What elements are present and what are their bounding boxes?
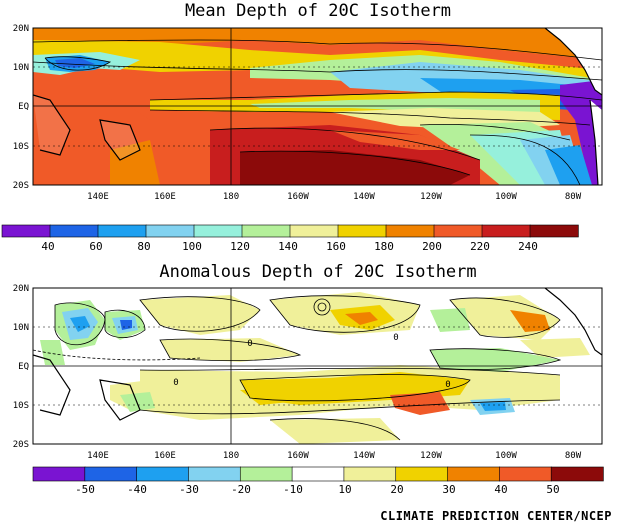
contour-zero-label: 0 <box>445 380 450 390</box>
contour-zero-label: 0 <box>247 339 252 349</box>
anom-colorbar-tick: -20 <box>231 483 251 496</box>
mean-colorbar-tick: 80 <box>137 240 150 253</box>
anom-lat-label: 20S <box>13 440 29 450</box>
mean-colorbar-tick: 140 <box>278 240 298 253</box>
anom-colorbar-swatch <box>291 466 345 482</box>
mean-colorbar-swatch <box>49 224 99 238</box>
anom-lon-label: 80W <box>565 451 582 461</box>
anom-colorbar <box>32 466 604 482</box>
anom-lat-label: 10N <box>13 323 29 333</box>
anom-lon-label: 120W <box>420 451 442 461</box>
mean-colorbar-swatch <box>241 224 291 238</box>
mean-map-frame <box>32 27 603 186</box>
mean-colorbar-swatch <box>337 224 387 238</box>
mean-colorbar-swatch <box>289 224 339 238</box>
anom-lat-label: 20N <box>13 284 29 294</box>
mean-colorbar-swatch <box>433 224 483 238</box>
mean-depth-map <box>33 28 602 185</box>
anom-colorbar-tick: 20 <box>390 483 403 496</box>
mean-colorbar-swatch <box>385 224 435 238</box>
mean-lon-label: 80W <box>565 192 582 202</box>
anom-colorbar-tick: -30 <box>179 483 199 496</box>
anom-colorbar-tick: -50 <box>75 483 95 496</box>
mean-colorbar-swatch <box>481 224 531 238</box>
anom-colorbar-swatch <box>84 466 138 482</box>
anom-colorbar-swatch <box>188 466 241 482</box>
anom-colorbar-tick: 30 <box>442 483 455 496</box>
anom-panel-title: Anomalous Depth of 20C Isotherm <box>159 262 476 282</box>
anom-lon-label: 160W <box>287 451 309 461</box>
mean-colorbar-tick: 160 <box>326 240 346 253</box>
mean-grid <box>32 27 603 186</box>
credit-text: CLIMATE PREDICTION CENTER/NCEP <box>380 509 612 523</box>
anom-colorbar-swatch <box>499 466 552 482</box>
mean-lat-label: 10N <box>13 63 29 73</box>
anom-colorbar-tick: -40 <box>127 483 147 496</box>
mean-lon-label: 100W <box>495 192 517 202</box>
mean-lon-label: 180 <box>223 192 239 202</box>
anom-colorbar-swatch <box>239 466 293 482</box>
anom-lon-label: 160E <box>154 451 176 461</box>
mean-colorbar-swatch <box>193 224 243 238</box>
mean-colorbar-swatch <box>145 224 195 238</box>
mean-contour-lines <box>33 28 602 185</box>
mean-lon-labels: 140E 160E 180 160W 140W 120W 100W 80W <box>87 192 582 202</box>
anom-colorbar-tick: 40 <box>494 483 507 496</box>
anom-colorbar-tick: 50 <box>546 483 559 496</box>
anom-colorbar-swatch <box>32 466 86 482</box>
anom-colorbar-tick: 10 <box>338 483 351 496</box>
mean-lat-label: 10S <box>13 142 29 152</box>
anom-grid <box>32 287 603 445</box>
mean-lon-label: 140W <box>353 192 375 202</box>
mean-colorbar-swatch <box>97 224 147 238</box>
mean-lon-label: 120W <box>420 192 442 202</box>
mean-lat-label: EQ <box>18 102 29 112</box>
mean-colorbar-tick: 180 <box>374 240 394 253</box>
anom-lon-labels: 140E 160E 180 160W 140W 120W 100W 80W <box>87 451 582 461</box>
contour-zero-label: 0 <box>173 378 178 388</box>
mean-colorbar-tick: 240 <box>518 240 538 253</box>
anom-lat-label: 10S <box>13 401 29 411</box>
anom-lon-label: 100W <box>495 451 517 461</box>
anom-colorbar-swatch <box>395 466 449 482</box>
mean-lon-label: 140E <box>87 192 109 202</box>
anom-lon-label: 180 <box>223 451 239 461</box>
mean-lon-label: 160W <box>287 192 309 202</box>
anom-lon-label: 140W <box>353 451 375 461</box>
anom-colorbar-swatch <box>550 466 604 482</box>
anom-contour-lines <box>33 288 602 441</box>
mean-colorbar-swatch <box>529 224 579 238</box>
mean-lat-labels: 20N 10N EQ 10S 20S <box>13 24 29 191</box>
anom-contour-zero-labels: 0 0 0 0 <box>173 333 450 390</box>
mean-colorbar-tick: 200 <box>422 240 442 253</box>
mean-colorbar-tick: 40 <box>41 240 54 253</box>
mean-panel-title: Mean Depth of 20C Isotherm <box>185 1 451 21</box>
anom-colorbar-swatch <box>343 466 397 482</box>
anom-lon-label: 140E <box>87 451 109 461</box>
mean-colorbar-tick: 220 <box>470 240 490 253</box>
contour-zero-label: 0 <box>393 333 398 343</box>
mean-lat-label: 20S <box>13 181 29 191</box>
anom-colorbar-swatch <box>136 466 190 482</box>
mean-lon-label: 160E <box>154 192 176 202</box>
mean-colorbar-swatch <box>1 224 51 238</box>
mean-colorbar-ticks: 40 60 80 100 120 140 160 180 200 220 240 <box>41 240 538 253</box>
anom-map-frame <box>32 287 603 445</box>
mean-colorbar <box>1 224 579 238</box>
anom-colorbar-tick: -10 <box>283 483 303 496</box>
mean-colorbar-tick: 120 <box>230 240 250 253</box>
anom-colorbar-swatch <box>447 466 501 482</box>
anom-colorbar-ticks: -50 -40 -30 -20 -10 10 20 30 40 50 <box>75 483 560 496</box>
mean-lat-label: 20N <box>13 24 29 34</box>
anom-lat-label: EQ <box>18 362 29 372</box>
anom-lat-labels: 20N 10N EQ 10S 20S <box>13 284 29 450</box>
mean-colorbar-tick: 60 <box>89 240 102 253</box>
mean-colorbar-tick: 100 <box>182 240 202 253</box>
